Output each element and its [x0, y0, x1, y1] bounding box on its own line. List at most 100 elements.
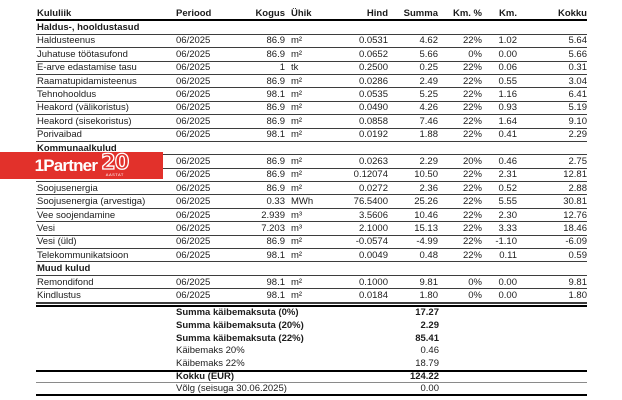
- table-cell: 06/2025: [176, 236, 211, 248]
- table-row: Vee soojendamine 06/2025 2.939 m³ 3.5606 10.4…: [36, 209, 587, 223]
- table-row: Tehnohooldus 06/2025 98.1 m² 0.0535 5.25 22% 1.…: [36, 88, 588, 102]
- table-cell: 98.1: [266, 89, 286, 101]
- table-cell: 7.203: [261, 222, 285, 234]
- table-cell: 86.9: [266, 75, 286, 87]
- table-cell: 0.0286: [358, 75, 388, 87]
- table-cell: 06/2025: [176, 62, 211, 74]
- table-row: Heakord (sisekoristus) 06/2025 86.9 m² 0.085…: [36, 115, 587, 129]
- table-cell: 06/2025: [176, 289, 211, 301]
- table-cell: Soojusenergia: [37, 182, 98, 194]
- table-summary-divider: [36, 302, 587, 307]
- table-cell: Remondifond: [37, 276, 94, 288]
- table-cell: 22%: [462, 102, 482, 114]
- table-row: Remondifond 06/2025 98.1 m² 0.1000 9.81 0% 0.00…: [36, 276, 587, 290]
- table-cell: 1.80: [419, 289, 439, 301]
- summary-row: Käibemaks 22% 18.79: [36, 357, 587, 370]
- table-cell: 30.81: [563, 196, 587, 208]
- table-cell: 06/2025: [176, 276, 211, 288]
- table-cell: 2.30: [498, 209, 518, 221]
- table-cell: 0.93: [498, 102, 518, 114]
- summary-value: 0.46: [420, 345, 440, 357]
- table-cell: 22%: [462, 89, 482, 101]
- table-cell: Telekommunikatsioon: [37, 249, 129, 261]
- table-cell: 86.9: [266, 35, 286, 47]
- table-cell: 3.5606: [358, 209, 388, 221]
- table-header-row: Kululiik Periood Kogus Ühik Hind Summa Km. % Km…: [36, 8, 587, 22]
- table-cell: MWh: [291, 196, 314, 208]
- table-cell: 5.66: [568, 48, 588, 60]
- table-cell: Haldusteenus: [37, 35, 96, 47]
- partner-logo-anniversary: 20 AASTAT: [101, 151, 131, 176]
- table-cell: 3.04: [568, 75, 588, 87]
- table-cell: 25.26: [414, 196, 438, 208]
- table-cell: m²: [291, 289, 303, 301]
- table-cell: Heakord (välikoristus): [37, 102, 129, 114]
- table-cell: 06/2025: [176, 129, 211, 141]
- table-cell: 1.64: [498, 115, 518, 127]
- table-cell: 0.52: [498, 182, 518, 194]
- section-row: Muud kulud: [36, 262, 587, 276]
- table-cell: 06/2025: [176, 89, 211, 101]
- table-cell: m²: [291, 102, 303, 114]
- table-cell: Soojusenergia (arvestiga): [37, 196, 146, 208]
- table-cell: m²: [291, 249, 303, 261]
- table-cell: 5.19: [568, 102, 588, 114]
- table-cell: Porivaibad: [37, 129, 82, 141]
- table-cell: 0.11: [499, 249, 517, 261]
- table-cell: 18.46: [563, 222, 587, 234]
- table-cell: 0.55: [498, 75, 518, 87]
- total-label: Kokku (EUR): [176, 371, 235, 383]
- table-row: Soojusenergia (arvestiga) 06/2025 0.33 MWh 7…: [36, 195, 587, 209]
- table-cell: 6.41: [568, 89, 588, 101]
- summary-value: 85.41: [415, 332, 439, 344]
- table-body: Haldus-, hooldustasud Haldusteenus 06/2025…: [36, 21, 588, 303]
- table-cell: 0.41: [498, 129, 518, 141]
- table-cell: 0.2500: [358, 62, 388, 74]
- table-row: Soojusenergia 06/2025 86.9 m² 0.0272 2.36 22% 0…: [36, 182, 587, 196]
- table-row: Raamatupidamisteenus 06/2025 86.9 m² 0.0286 2…: [36, 75, 588, 89]
- table-cell: 86.9: [266, 236, 286, 248]
- summary-label: Käibemaks 20%: [176, 345, 245, 357]
- table-cell: 1.16: [498, 89, 518, 101]
- table-cell: 0.00: [498, 48, 518, 60]
- table-row: Vesi 06/2025 7.203 m³ 2.1000 15.13 22% 3.33 18.4…: [36, 222, 587, 236]
- table-cell: 2.1000: [358, 222, 388, 234]
- table-cell: 22%: [462, 209, 482, 221]
- table-cell: 10.46: [414, 209, 438, 221]
- summary-value: 17.27: [415, 307, 439, 319]
- section-row: Kommunaalkulud: [36, 142, 587, 156]
- table-cell: 5.64: [568, 35, 588, 47]
- table-cell: 0%: [468, 276, 482, 288]
- table-totals: Kokku (EUR) 124.22 Võlg (seisuga 30.06.202…: [36, 369, 587, 397]
- table-cell: 06/2025: [176, 115, 211, 127]
- table-cell: 06/2025: [176, 155, 211, 167]
- summary-value: 2.29: [420, 319, 440, 331]
- table-cell: 86.9: [266, 155, 286, 167]
- table-row: Kindlustus 06/2025 98.1 m² 0.0184 1.80 0% 0.00 1…: [36, 289, 587, 303]
- table-row: Vesi (üld) 06/2025 86.9 m² -0.0574 -4.99 22% -1…: [36, 236, 587, 250]
- table-cell: 06/2025: [176, 182, 211, 194]
- table-cell: -4.99: [416, 236, 438, 248]
- table-cell: 22%: [462, 129, 482, 141]
- table-cell: Vesi (üld): [37, 236, 77, 248]
- table-cell: 0.1000: [358, 276, 388, 288]
- table-cell: 0.48: [419, 249, 439, 261]
- table-cell: m²: [291, 182, 303, 194]
- table-cell: 22%: [462, 169, 482, 181]
- table-cell: 06/2025: [176, 249, 211, 261]
- table-cell: 06/2025: [176, 102, 211, 114]
- column-header: Ühik: [291, 8, 312, 20]
- cost-table: Kululiik Periood Kogus Ühik Hind Summa Km. % Km…: [36, 8, 588, 397]
- column-header: Kululiik: [37, 8, 72, 20]
- table-cell: 20%: [462, 155, 482, 167]
- table-row: Juhatuse töötasufond 06/2025 86.9 m² 0.0652 5…: [36, 48, 588, 62]
- table-cell: 98.1: [266, 289, 286, 301]
- summary-row: Summa käibemaksuta (20%) 2.29: [36, 319, 587, 332]
- table-cell: 22%: [462, 182, 482, 194]
- summary-label: Summa käibemaksuta (22%): [176, 332, 304, 344]
- table-cell: 06/2025: [176, 75, 211, 87]
- table-cell: 4.26: [419, 102, 439, 114]
- table-cell: -1.10: [495, 236, 517, 248]
- column-header: Summa: [403, 8, 438, 20]
